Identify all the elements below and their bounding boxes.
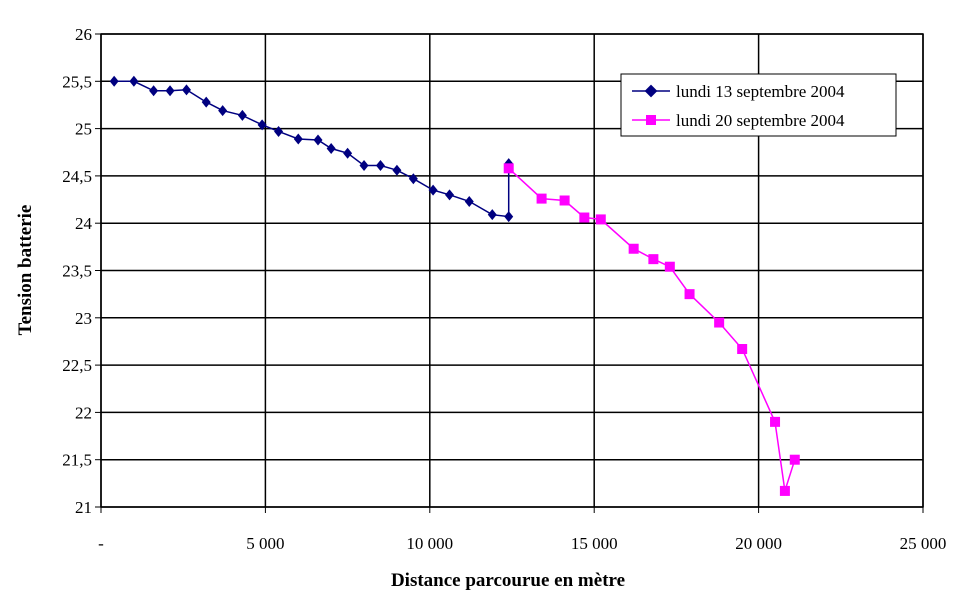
y-tick-label: 24,5 [62,167,92,186]
data-point [684,289,695,300]
plot-border [100,33,924,508]
data-point [714,317,725,328]
data-point [770,416,781,427]
legend-box [620,73,897,137]
data-point [487,209,497,221]
data-point [579,212,590,223]
data-point [464,195,474,207]
data-point [218,105,228,117]
data-point [648,254,659,265]
tick-labels: 21 21,5 22 22,5 23 23,5 24 24,5 25 25,5 26 - 5 000 10… [62,25,946,553]
data-point [428,184,438,196]
data-point [408,173,418,185]
data-point [149,85,159,97]
data-point [257,119,267,131]
x-axis-title: Distance parcourue en mètre [391,570,625,591]
data-point [109,75,119,87]
data-point [293,133,303,145]
data-point [595,214,606,225]
x-tick-label: - [98,534,104,553]
data-point [201,96,211,108]
series-2 [503,163,800,496]
data-point [789,454,800,465]
data-point [274,125,284,137]
data-point [343,147,353,159]
data-point [375,159,385,171]
series [109,75,800,496]
y-tick-label: 25,5 [62,72,92,91]
x-tick-label: 20 000 [735,534,782,553]
y-tick-label: 26 [75,25,92,44]
data-point [445,189,455,201]
y-tick-label: 25 [75,120,92,139]
data-point [181,84,191,96]
data-point [313,134,323,146]
data-point [503,163,514,174]
data-point [737,344,748,355]
data-point [129,75,139,87]
y-tick-label: 23 [75,309,92,328]
series-1 [109,75,514,223]
data-point [392,164,402,176]
y-tick-label: 21,5 [62,451,92,470]
y-tick-label: 22 [75,403,92,422]
legend-label-series-2: lundi 20 septembre 2004 [676,111,845,130]
legend-marker-series-2 [646,115,656,125]
x-tick-label: 25 000 [900,534,947,553]
legend-label-series-1: lundi 13 septembre 2004 [676,82,845,101]
data-point [504,211,514,223]
data-point [559,195,570,206]
data-point [779,485,790,496]
x-tick-label: 5 000 [246,534,284,553]
data-point [165,85,175,97]
data-point [628,243,639,254]
legend: lundi 13 septembre 2004 lundi 20 septemb… [620,73,897,137]
axes [95,33,924,513]
data-point [664,261,675,272]
y-axis-title: Tension batterie [15,205,36,336]
data-point [237,109,247,121]
data-point [359,159,369,171]
y-tick-label: 23,5 [62,262,92,281]
x-tick-label: 15 000 [571,534,618,553]
y-tick-label: 22,5 [62,356,92,375]
data-point [326,142,336,154]
y-tick-label: 24 [75,214,93,233]
data-point [536,193,547,204]
x-tick-label: 10 000 [406,534,453,553]
y-tick-label: 21 [75,498,92,517]
